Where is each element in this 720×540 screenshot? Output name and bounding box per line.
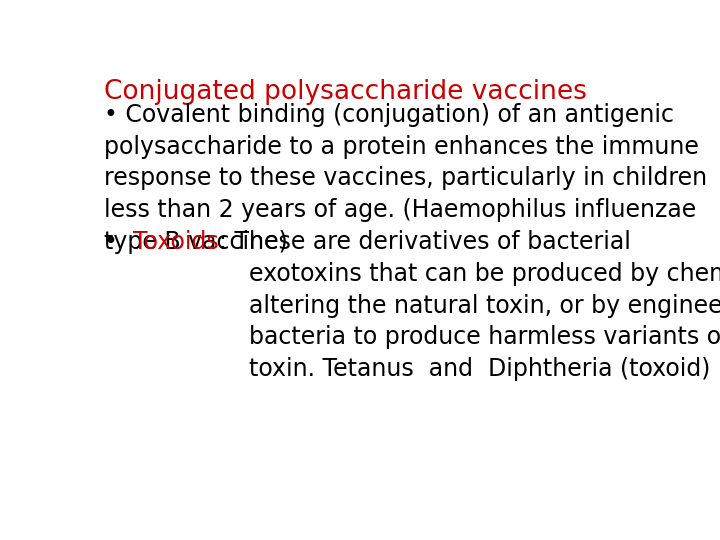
- Text: : These are derivatives of bacterial
    exotoxins that can be produced by chemi: : These are derivatives of bacterial exo…: [219, 231, 720, 381]
- Text: • Covalent binding (conjugation) of an antigenic
polysaccharide to a protein enh: • Covalent binding (conjugation) of an a…: [104, 103, 707, 254]
- Text: •: •: [104, 231, 132, 254]
- Text: Conjugated polysaccharide vaccines: Conjugated polysaccharide vaccines: [104, 79, 587, 105]
- Text: Toxoids: Toxoids: [132, 231, 219, 254]
